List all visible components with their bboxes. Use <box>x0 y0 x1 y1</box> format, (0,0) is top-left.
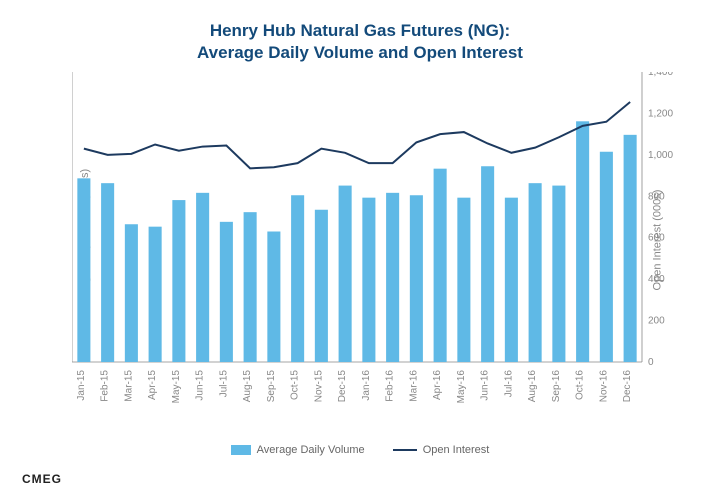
bar <box>125 224 138 362</box>
bar <box>267 232 280 363</box>
bar-swatch-icon <box>231 445 251 455</box>
x-category: Aug-15 <box>242 370 253 403</box>
bar <box>529 183 542 362</box>
bar <box>101 183 114 362</box>
x-category: Oct-16 <box>575 370 586 400</box>
svg-text:400: 400 <box>648 274 665 285</box>
bar <box>552 186 565 362</box>
bar <box>172 200 185 362</box>
bar <box>244 212 257 362</box>
x-category: Apr-16 <box>432 370 443 400</box>
legend-item-bar: Average Daily Volume <box>231 444 365 456</box>
bar <box>315 210 328 362</box>
bar <box>624 135 637 362</box>
bar <box>386 193 399 362</box>
bar <box>434 169 447 362</box>
title-line1: Henry Hub Natural Gas Futures (NG): <box>210 21 510 40</box>
svg-text:800: 800 <box>648 191 665 202</box>
x-category: Sep-15 <box>266 370 277 403</box>
x-category: Oct-15 <box>290 370 301 400</box>
open-interest-line <box>84 102 630 168</box>
legend-item-line: Open Interest <box>393 444 490 456</box>
x-category: Jun-15 <box>195 370 206 401</box>
svg-text:600: 600 <box>648 233 665 244</box>
bar <box>505 198 518 362</box>
x-category: Dec-15 <box>337 370 348 403</box>
legend-bar-label: Average Daily Volume <box>257 444 365 456</box>
x-category: Dec-16 <box>622 370 633 403</box>
bar <box>576 121 589 362</box>
line-swatch-icon <box>393 449 417 451</box>
x-category: May-16 <box>456 370 467 404</box>
x-category: May-15 <box>171 370 182 404</box>
bar <box>410 195 423 362</box>
svg-text:1,400: 1,400 <box>648 72 673 78</box>
x-category: Mar-16 <box>408 370 419 402</box>
bar <box>600 152 613 362</box>
brand-label: CMEG <box>22 472 62 486</box>
x-category: Feb-16 <box>385 370 396 402</box>
bar <box>291 195 304 362</box>
x-category: Jun-16 <box>480 370 491 401</box>
x-category: Nov-16 <box>598 370 609 403</box>
x-category: Sep-16 <box>551 370 562 403</box>
bar <box>339 186 352 362</box>
bar <box>481 166 494 362</box>
svg-text:1,200: 1,200 <box>648 108 673 119</box>
chart-plot: 010020030040050060002004006008001,0001,2… <box>72 72 702 432</box>
x-category: Mar-15 <box>123 370 134 402</box>
x-category: Jul-15 <box>218 370 229 398</box>
svg-text:200: 200 <box>648 316 665 327</box>
x-category: Jan-16 <box>361 370 372 401</box>
x-category: Aug-16 <box>527 370 538 403</box>
legend-line-label: Open Interest <box>423 444 490 456</box>
x-category: Feb-15 <box>100 370 111 402</box>
x-category: Jan-15 <box>76 370 87 401</box>
x-category: Nov-15 <box>313 370 324 403</box>
x-category: Jul-16 <box>503 370 514 398</box>
legend: Average Daily Volume Open Interest <box>0 444 720 456</box>
bar <box>77 178 90 362</box>
svg-text:0: 0 <box>648 357 654 368</box>
bar <box>220 222 233 362</box>
chart-title: Henry Hub Natural Gas Futures (NG): Aver… <box>0 0 720 64</box>
bar <box>149 227 162 362</box>
bar <box>457 198 470 362</box>
bar <box>362 198 375 362</box>
svg-text:1,000: 1,000 <box>648 150 673 161</box>
title-line2: Average Daily Volume and Open Interest <box>197 43 523 62</box>
x-category: Apr-15 <box>147 370 158 400</box>
bar <box>196 193 209 362</box>
